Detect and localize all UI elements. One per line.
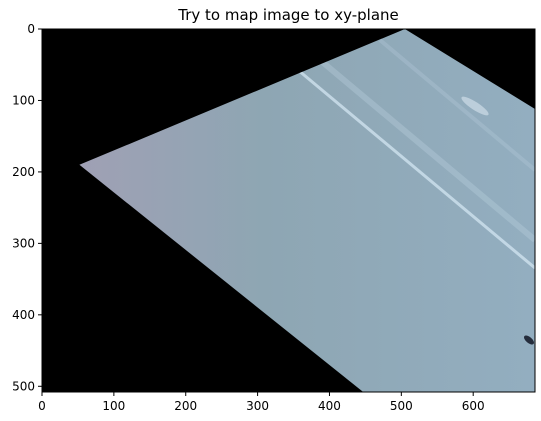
chart-title: Try to map image to xy-plane xyxy=(177,6,399,24)
image-streak-bright xyxy=(297,68,535,270)
x-tick-label: 600 xyxy=(462,399,485,413)
image-dark-spot xyxy=(524,335,534,345)
y-axis: 0 100 200 300 400 500 xyxy=(12,22,42,393)
image-highlight xyxy=(461,96,489,116)
y-tick-label: 400 xyxy=(12,308,35,322)
y-tick-label: 500 xyxy=(12,379,35,393)
image-streaks xyxy=(297,38,535,345)
image-streak-soft xyxy=(318,57,535,243)
x-axis: 0 100 200 300 400 500 600 xyxy=(38,392,485,413)
y-tick-label: 0 xyxy=(27,22,35,36)
x-tick-label: 400 xyxy=(318,399,341,413)
y-tick-label: 300 xyxy=(12,236,35,250)
y-tick-label: 200 xyxy=(12,165,35,179)
x-tick-label: 500 xyxy=(390,399,413,413)
y-tick-label: 100 xyxy=(12,93,35,107)
warped-image xyxy=(79,29,535,392)
x-tick-label: 300 xyxy=(246,399,269,413)
x-tick-label: 0 xyxy=(38,399,46,413)
plot-frame xyxy=(41,28,536,393)
image-streak-faint xyxy=(378,38,535,172)
x-tick-label: 100 xyxy=(102,399,125,413)
x-tick-label: 200 xyxy=(174,399,197,413)
